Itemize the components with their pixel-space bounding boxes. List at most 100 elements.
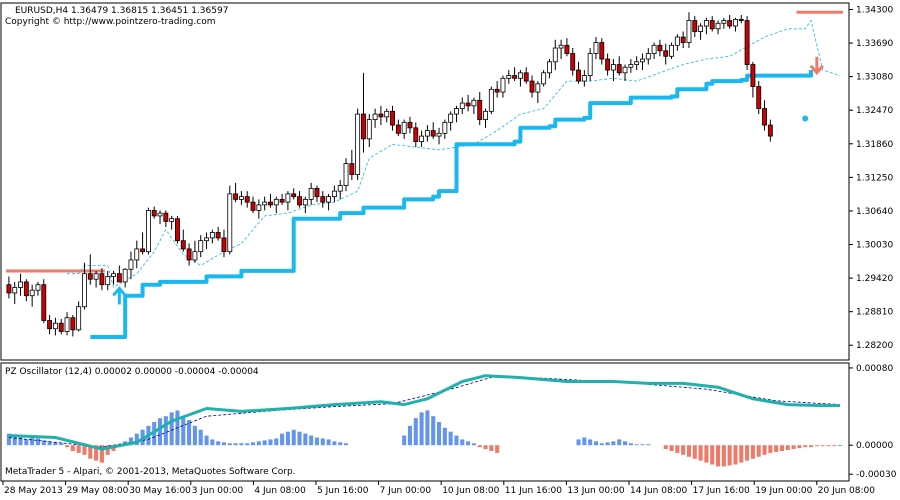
candle	[180, 229, 186, 252]
histogram-bar	[803, 445, 808, 448]
candle	[163, 210, 169, 227]
candle	[744, 16, 750, 71]
osc-axis-label: 0.00000	[856, 441, 893, 451]
histogram-bar	[407, 425, 413, 446]
histogram-bar	[70, 445, 75, 451]
candle-body	[471, 99, 477, 107]
histogram-bar	[227, 443, 232, 446]
histogram-bar	[646, 444, 651, 446]
candle	[535, 81, 541, 104]
histogram-bar	[477, 445, 482, 448]
candle	[186, 243, 192, 266]
signal-dot	[802, 115, 809, 122]
histogram-bar	[727, 445, 732, 466]
candle	[47, 314, 53, 335]
oscillator-label: PZ Oscillator (12,4) 0.00002 0.00000 -0.…	[5, 367, 259, 377]
candle	[58, 318, 64, 335]
candle	[233, 182, 239, 203]
candle	[337, 180, 343, 200]
candle-body	[756, 86, 762, 109]
candle	[256, 199, 262, 219]
candle	[349, 149, 355, 181]
candle	[105, 270, 111, 291]
candle-body	[308, 187, 314, 200]
time-axis-label: 19 Jun 00:00	[755, 486, 812, 496]
histogram-bar	[739, 445, 744, 463]
histogram-bar	[466, 441, 471, 446]
candle	[314, 185, 320, 203]
histogram-bar	[402, 435, 407, 446]
candle	[581, 70, 587, 87]
candle-body	[343, 163, 349, 187]
histogram-bar	[285, 431, 290, 446]
candle-body	[593, 42, 599, 54]
candle	[175, 215, 180, 244]
candle	[605, 53, 611, 76]
candle	[448, 111, 454, 131]
candle-body	[547, 61, 552, 74]
arrow-head	[809, 64, 824, 76]
histogram-bar	[774, 445, 779, 452]
candle-body	[128, 259, 134, 270]
candle-body	[12, 287, 18, 294]
candle	[599, 38, 605, 65]
time-axis-label: 30 May 16:00	[129, 486, 191, 496]
candle-body	[390, 110, 395, 126]
candle-body	[198, 240, 204, 253]
histogram-bar	[576, 439, 581, 446]
candle	[198, 235, 204, 258]
price-axis-label: 1.29420	[856, 274, 893, 284]
candle	[703, 17, 709, 35]
histogram-bar	[268, 439, 273, 446]
time-axis-label: 4 Jun 08:00	[254, 486, 306, 496]
histogram-bar	[832, 445, 837, 447]
candle-body	[680, 36, 686, 43]
candle-body	[41, 284, 47, 321]
candle	[413, 122, 419, 148]
candle-body	[99, 273, 105, 286]
candle	[250, 196, 256, 214]
candle	[686, 12, 692, 49]
candle-body	[70, 317, 76, 331]
candle	[169, 215, 175, 230]
candle	[12, 281, 18, 304]
candle	[384, 108, 390, 123]
histogram-bar	[216, 441, 221, 446]
histogram-bar	[808, 445, 814, 448]
histogram-bar	[698, 445, 703, 461]
candle	[215, 226, 221, 241]
histogram-bar	[436, 422, 442, 446]
price-axis-label: 1.31250	[856, 173, 893, 183]
candle-body	[459, 102, 465, 109]
candle-body	[302, 198, 308, 206]
candle-body	[698, 25, 704, 32]
candle	[238, 191, 244, 205]
candle	[477, 92, 483, 126]
histogram-bar	[605, 442, 610, 446]
candle-body	[297, 196, 302, 206]
time-axis-label: 17 Jun 16:00	[693, 486, 750, 496]
price-axis-label: 1.28810	[856, 308, 893, 318]
candle	[221, 229, 227, 258]
histogram-bar	[163, 416, 168, 446]
candle-body	[35, 284, 41, 291]
candle-body	[29, 289, 35, 297]
histogram-bar	[483, 445, 488, 450]
candle-body	[331, 190, 337, 198]
histogram-bar	[838, 445, 843, 446]
candle-body	[209, 232, 215, 239]
candle-body	[355, 113, 361, 176]
histogram-bar	[169, 412, 174, 446]
symbol-info: EURUSD,H4 1.36479 1.36815 1.36451 1.3659…	[15, 6, 228, 16]
price-axis-label: 1.34300	[856, 6, 893, 16]
candle-body	[709, 20, 715, 30]
candle	[52, 317, 58, 336]
histogram-bar	[256, 441, 261, 446]
histogram-bar	[814, 445, 819, 447]
candle	[122, 268, 128, 288]
time-axis-label: 14 Jun 08:00	[630, 486, 687, 496]
histogram-bar	[181, 416, 186, 446]
histogram-bar	[425, 410, 430, 446]
candle	[436, 127, 442, 145]
candle	[355, 108, 361, 181]
